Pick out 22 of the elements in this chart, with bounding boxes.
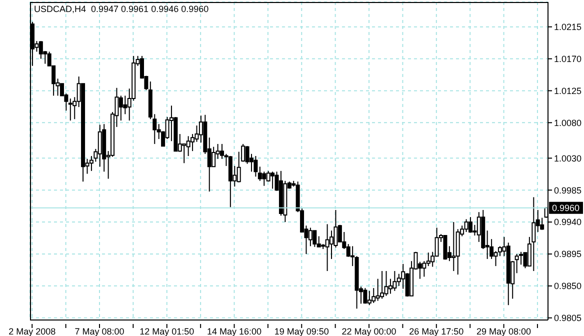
candlestick (68, 98, 72, 121)
chart-title: USDCAD,H4 0.9947 0.9961 0.9946 0.9960 (34, 4, 209, 14)
x-tick-label: 2 May 2008 (8, 326, 56, 336)
y-tick-label: 0.9940 (554, 217, 582, 228)
x-tick-label: 12 May 01:50 (140, 326, 194, 336)
candlestick (452, 222, 456, 272)
y-tick-label: 0.9805 (554, 313, 582, 324)
y-tick-label: 0.9850 (554, 281, 582, 292)
y-tick-label: 0.9895 (554, 249, 582, 260)
x-tick-label: 29 May 08:00 (476, 326, 532, 336)
y-tick-label: 1.0170 (554, 54, 582, 64)
y-tick-label: 1.0215 (554, 22, 582, 32)
x-tick-label: 22 May 00:00 (342, 326, 396, 336)
y-tick-label: 1.0125 (554, 86, 582, 96)
x-tick-label: 19 May 09:50 (274, 326, 329, 336)
y-tick-label: 0.9985 (554, 185, 582, 196)
x-tick-label: 26 May 17:50 (409, 326, 464, 336)
x-tick-label: 14 May 16:00 (206, 326, 262, 336)
y-tick-label: 1.0080 (554, 118, 582, 128)
x-tick-label: 7 May 08:00 (74, 326, 124, 336)
ref-line-label: 0.9960 (552, 202, 580, 213)
y-tick-label: 1.0030 (554, 153, 582, 164)
